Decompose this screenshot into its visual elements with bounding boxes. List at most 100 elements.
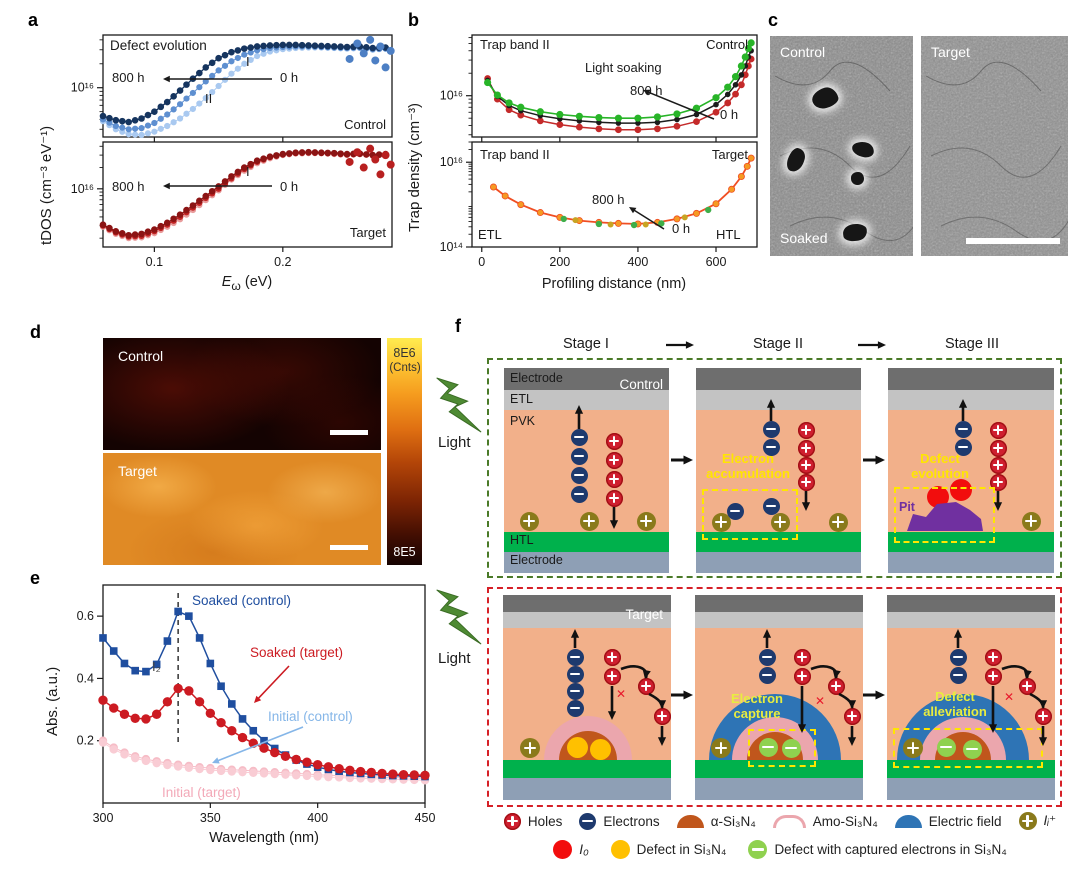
minus-glyph	[761, 673, 773, 677]
f-legend-row1: Holes Electrons α-Si₃N₄ Amo-Si₃N₄ Electr…	[495, 812, 1065, 830]
hole-icon	[605, 451, 623, 469]
hole-icon	[603, 667, 621, 685]
hole-icon	[984, 667, 1002, 685]
layer-etl	[695, 612, 863, 628]
hole-icon	[1034, 707, 1052, 725]
plus-glyph	[587, 514, 591, 528]
a-y-axis-title: tDOS (cm⁻³ eV⁻¹)	[38, 125, 55, 245]
f-pvk-label: PVK	[510, 414, 536, 428]
hole-icon	[797, 421, 815, 439]
hole-icon	[793, 667, 811, 685]
svg-text:10¹⁶: 10¹⁶	[71, 182, 94, 196]
svg-text:10¹⁶: 10¹⁶	[440, 89, 463, 103]
hole-icon	[797, 456, 815, 474]
plus-glyph	[778, 515, 782, 529]
a-bot-band-I: I	[246, 164, 250, 179]
plus-glyph	[1029, 514, 1033, 528]
minus-glyph	[729, 509, 741, 513]
e-soaked-control-label: Soaked (control)	[192, 593, 292, 608]
hole-icon	[827, 677, 845, 695]
plus-glyph	[836, 515, 840, 529]
legend-label: Electric field	[928, 813, 1002, 829]
e-y-axis-title: Abs. (a.u.)	[44, 666, 61, 736]
e-initial-target-label: Initial (target)	[162, 785, 241, 800]
f-electron-accumulation-label: Electron accumulation	[700, 451, 796, 482]
plus-glyph	[612, 473, 616, 485]
plus-glyph	[644, 514, 648, 528]
interstitial-iodine-ion-icon	[519, 511, 539, 531]
hole-blocked-x-icon: ✕	[1004, 690, 1015, 704]
electron-icon	[762, 497, 780, 515]
hole-icon	[984, 648, 1002, 666]
minus-glyph	[569, 655, 581, 659]
interstitial-iodine-ion-icon	[903, 738, 923, 758]
hole-blocked-x-icon: ✕	[616, 687, 627, 701]
f-htl-label: HTL	[510, 533, 534, 547]
legend-item-amo-si3n4: Amo-Si₃N₄	[772, 814, 878, 829]
defect-alleviation-box	[893, 728, 1043, 768]
plus-glyph	[996, 476, 1000, 488]
hole-icon	[603, 648, 621, 666]
layer-etl	[504, 390, 669, 410]
f-electrode-top-label: Electrode	[510, 371, 563, 385]
electron-icon	[949, 666, 967, 684]
layer-electrode-bottom	[887, 778, 1055, 800]
interstitial-iodine-ion-icon	[579, 511, 599, 531]
minus-glyph	[957, 427, 969, 431]
legend-item-interstitial-ion: Iᵢ⁺	[1018, 812, 1057, 830]
b-top-800h: 800 h	[630, 83, 663, 98]
a-top-band-I: I	[246, 54, 250, 69]
f-electrode-bottom-label: Electrode	[510, 553, 563, 567]
a-bot-800h: 800 h	[112, 179, 145, 194]
neutral-iodine-icon	[553, 840, 573, 859]
plus-glyph	[834, 680, 838, 692]
b-bot-0h: 0 h	[672, 221, 691, 236]
electron-icon	[570, 428, 588, 446]
pl-colorbar	[387, 338, 422, 565]
defect-icon	[566, 736, 588, 758]
minus-glyph	[569, 689, 581, 693]
plus-glyph	[804, 424, 808, 436]
f-ecap-line1: Electron	[730, 691, 783, 706]
f-devo-line2: evolution	[911, 465, 969, 481]
electron-icon	[954, 420, 972, 438]
c-control-label: Control	[780, 44, 826, 60]
b-etl-label: ETL	[478, 227, 502, 242]
a-top-band-II: II	[205, 91, 213, 106]
f-control-label: Control	[619, 377, 663, 392]
plus-glyph	[804, 459, 808, 471]
layer-electrode-bottom	[888, 552, 1054, 573]
legend-label: I₀	[579, 842, 589, 857]
svg-text:10¹⁶: 10¹⁶	[71, 81, 94, 95]
electron-icon	[949, 648, 967, 666]
b-target-label: Target	[711, 147, 748, 162]
svg-text:0.2: 0.2	[274, 255, 291, 269]
svg-text:450: 450	[415, 811, 436, 825]
plus-glyph	[804, 476, 808, 488]
hole-icon	[793, 648, 811, 666]
minus-glyph	[939, 745, 953, 749]
plus-glyph	[610, 651, 614, 663]
f-devo-line1: Defect	[920, 451, 960, 466]
layer-electrode-top	[888, 368, 1054, 390]
svg-text:10¹⁶: 10¹⁶	[440, 155, 463, 169]
minus-glyph	[952, 673, 964, 677]
layer-etl	[696, 390, 861, 410]
plus-glyph	[996, 442, 1000, 454]
panel-c-label: c	[768, 10, 779, 30]
electron-icon	[579, 812, 597, 830]
panel-b-label: b	[408, 10, 419, 30]
svg-text:0: 0	[478, 255, 485, 269]
f-control-frame	[487, 358, 1062, 578]
c-scale-bar	[966, 238, 1060, 244]
layer-htl	[887, 760, 1055, 778]
interstitial-iodine-ion-icon	[711, 512, 731, 532]
plus-glyph	[991, 670, 995, 682]
f-ecap-line2: capture	[733, 705, 781, 721]
minus-glyph	[573, 454, 585, 458]
f-stage3-label: Stage III	[944, 336, 999, 352]
e-soaked-target-label: Soaked (target)	[250, 645, 344, 660]
f-light-label-bottom: Light	[438, 650, 471, 667]
legend-label: Iᵢ⁺	[1043, 813, 1057, 828]
electron-icon	[762, 438, 780, 456]
